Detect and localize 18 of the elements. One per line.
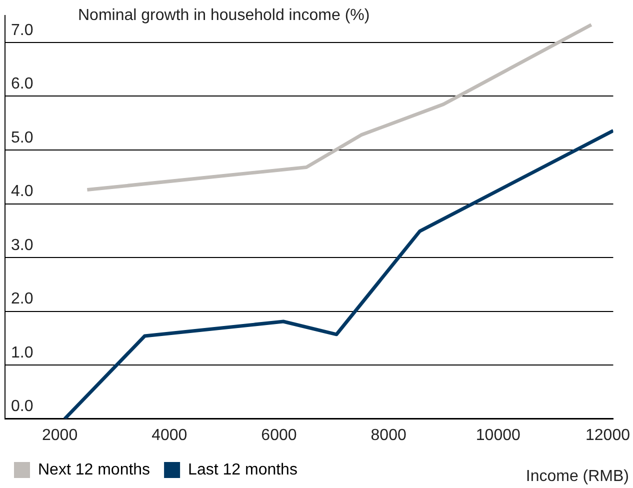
y-tick-label: 2.0 (11, 290, 34, 308)
legend-label: Next 12 months (38, 461, 150, 478)
y-tick-label: 7.0 (11, 22, 34, 39)
y-axis-title: Nominal growth in household income (%) (78, 7, 370, 25)
y-tick-label: 4.0 (11, 183, 34, 200)
x-tick-label: 4000 (152, 426, 188, 444)
x-tick-label: 12000 (586, 426, 630, 444)
y-tick-label: 3.0 (11, 236, 34, 254)
x-tick-label: 6000 (261, 426, 297, 444)
x-axis-title: Income (RMB) (526, 468, 629, 486)
x-tick-label: 10000 (476, 426, 521, 444)
legend-label: Last 12 months (188, 461, 298, 478)
x-tick-label: 2000 (42, 426, 78, 444)
y-tick-label: 5.0 (11, 129, 34, 146)
x-tick-label: 8000 (370, 426, 406, 444)
y-tick-label: 1.0 (11, 344, 34, 362)
y-tick-label: 0.0 (11, 398, 34, 416)
y-tick-label: 6.0 (11, 76, 34, 93)
